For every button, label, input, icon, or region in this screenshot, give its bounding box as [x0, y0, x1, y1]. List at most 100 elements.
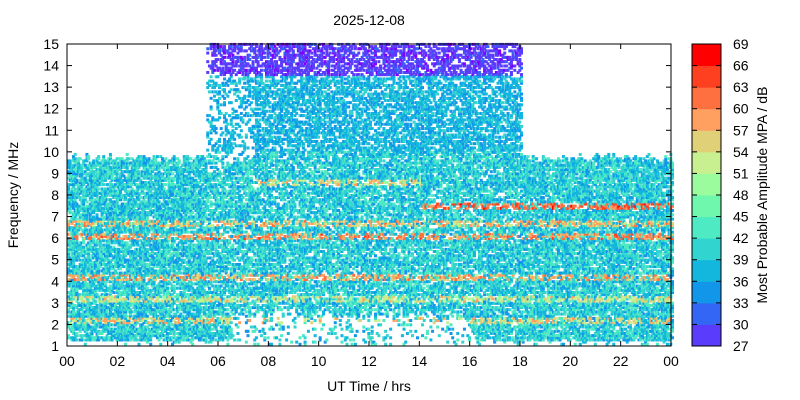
heatmap-cell: [108, 245, 112, 249]
heatmap-cell: [68, 269, 72, 273]
heatmap-cell: [98, 321, 102, 325]
heatmap-cell: [115, 168, 119, 172]
heatmap-cell: [78, 278, 82, 282]
heatmap-cell: [70, 187, 74, 191]
heatmap-cell: [87, 260, 91, 264]
heatmap-cell: [102, 239, 106, 243]
heatmap-cell: [92, 319, 96, 323]
heatmap-cell: [112, 170, 116, 174]
heatmap-cell: [85, 321, 89, 325]
heatmap-cell: [85, 193, 89, 197]
heatmap-cell: [107, 230, 111, 234]
heatmap-cell: [90, 198, 94, 202]
heatmap-cell: [122, 301, 126, 305]
heatmap-cell: [95, 336, 99, 340]
heatmap-cell: [98, 336, 102, 340]
heatmap-cell: [67, 189, 70, 193]
heatmap-cell: [92, 273, 96, 277]
heatmap-cell: [90, 336, 94, 340]
heatmap-cell: [115, 239, 119, 243]
heatmap-cell: [103, 211, 107, 215]
heatmap-cell: [72, 232, 76, 236]
heatmap-cell: [119, 297, 123, 301]
heatmap-cell: [92, 290, 96, 294]
heatmap-cell: [87, 204, 91, 208]
heatmap-cell: [78, 258, 82, 262]
heatmap-cell: [120, 185, 124, 189]
heatmap-cell: [85, 250, 89, 254]
heatmap-cell: [80, 204, 84, 208]
heatmap-cell: [70, 265, 74, 269]
heatmap-cell: [112, 303, 116, 307]
heatmap-cell: [85, 252, 89, 256]
heatmap-cell: [85, 271, 89, 275]
heatmap-cell: [92, 170, 96, 174]
heatmap-cell: [83, 262, 87, 266]
heatmap-cell: [83, 176, 87, 180]
heatmap-cell: [83, 209, 87, 213]
heatmap-cell: [119, 312, 123, 316]
heatmap-cell: [124, 234, 128, 238]
heatmap-cell: [113, 321, 117, 325]
heatmap-cell: [204, 159, 208, 163]
heatmap-cell: [103, 338, 107, 342]
heatmap-cell: [110, 323, 114, 327]
heatmap-cell: [67, 165, 70, 169]
heatmap-cell: [80, 278, 84, 282]
heatmap-cell: [88, 245, 92, 249]
heatmap-cell: [88, 336, 92, 340]
heatmap-cell: [120, 247, 124, 251]
heatmap-cell: [97, 206, 101, 210]
heatmap-cell: [107, 213, 111, 217]
heatmap-cell: [90, 191, 94, 195]
heatmap-cell: [78, 196, 82, 200]
heatmap-cell: [95, 213, 99, 217]
heatmap-cell: [124, 278, 128, 282]
heatmap-cell: [107, 286, 111, 290]
heatmap-cell: [67, 303, 70, 307]
heatmap-cell: [115, 310, 119, 314]
heatmap-cell: [97, 221, 101, 225]
heatmap-cell: [119, 314, 123, 318]
heatmap-cell: [124, 226, 128, 230]
heatmap-cell: [115, 196, 119, 200]
heatmap-cell: [68, 200, 72, 204]
heatmap-cell: [164, 157, 168, 161]
heatmap-cell: [88, 178, 92, 182]
heatmap-cell: [90, 250, 94, 254]
heatmap-cell: [70, 254, 74, 258]
heatmap-cell: [68, 170, 72, 174]
heatmap-cell: [122, 273, 126, 277]
heatmap-cell: [145, 247, 149, 251]
heatmap-cell: [73, 336, 77, 340]
heatmap-cell: [95, 308, 99, 312]
heatmap-cell: [73, 288, 77, 292]
heatmap-cell: [92, 284, 96, 288]
heatmap-cell: [100, 196, 104, 200]
heatmap-cell: [82, 299, 86, 303]
heatmap-cell: [93, 271, 97, 275]
heatmap-cell: [73, 338, 77, 342]
heatmap-cell: [119, 280, 123, 284]
heatmap-cell: [98, 243, 102, 247]
heatmap-cell: [105, 329, 109, 333]
heatmap-cell: [85, 204, 89, 208]
heatmap-cell: [83, 260, 87, 264]
heatmap-cell: [102, 211, 106, 215]
heatmap-cell: [113, 308, 117, 312]
heatmap-cell: [98, 241, 102, 245]
heatmap-cell: [122, 163, 126, 167]
heatmap-cell: [105, 308, 109, 312]
heatmap-cell: [107, 204, 111, 208]
heatmap-cell: [85, 180, 89, 184]
heatmap-cell: [112, 247, 116, 251]
heatmap-cell: [113, 247, 117, 251]
heatmap-cell: [93, 316, 97, 320]
heatmap-cell: [85, 157, 89, 161]
heatmap-cell: [122, 183, 126, 187]
heatmap-cell: [105, 234, 109, 238]
heatmap-cell: [98, 234, 102, 238]
heatmap-cell: [90, 282, 94, 286]
heatmap-cell: [120, 262, 124, 266]
heatmap-cell: [100, 189, 104, 193]
